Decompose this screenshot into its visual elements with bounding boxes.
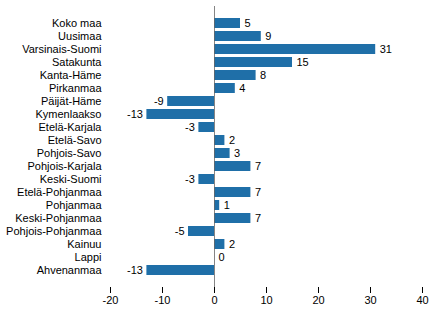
svg-text:-13: -13 — [127, 264, 143, 276]
svg-text:Etelä-Karjala: Etelä-Karjala — [39, 121, 103, 133]
svg-text:Etelä-Savo: Etelä-Savo — [48, 134, 102, 146]
svg-text:-5: -5 — [175, 225, 185, 237]
svg-text:Kymenlaakso: Kymenlaakso — [35, 108, 101, 120]
svg-text:7: 7 — [255, 212, 261, 224]
svg-text:5: 5 — [245, 17, 251, 29]
svg-text:-9: -9 — [154, 95, 164, 107]
svg-text:7: 7 — [255, 186, 261, 198]
svg-text:Pohjanmaa: Pohjanmaa — [46, 199, 103, 211]
svg-text:1: 1 — [224, 199, 230, 211]
svg-text:7: 7 — [255, 160, 261, 172]
svg-text:Etelä-Pohjanmaa: Etelä-Pohjanmaa — [17, 186, 102, 198]
svg-text:Kanta-Häme: Kanta-Häme — [40, 69, 102, 81]
svg-text:2: 2 — [229, 238, 235, 250]
svg-text:0: 0 — [219, 251, 225, 263]
svg-text:20: 20 — [312, 294, 324, 306]
svg-text:Kainuu: Kainuu — [67, 238, 101, 250]
svg-text:Lappi: Lappi — [75, 251, 102, 263]
svg-text:15: 15 — [297, 56, 309, 68]
svg-text:40: 40 — [416, 294, 428, 306]
svg-text:Koko maa: Koko maa — [52, 17, 102, 29]
svg-text:9: 9 — [265, 30, 271, 42]
svg-text:8: 8 — [260, 69, 266, 81]
svg-text:2: 2 — [229, 134, 235, 146]
svg-text:Keski-Suomi: Keski-Suomi — [40, 173, 102, 185]
svg-text:Pirkanmaa: Pirkanmaa — [49, 82, 102, 94]
svg-text:30: 30 — [364, 294, 376, 306]
svg-text:Uusimaa: Uusimaa — [58, 30, 102, 42]
svg-text:Pohjois-Pohjanmaa: Pohjois-Pohjanmaa — [6, 225, 102, 237]
svg-text:Ahvenanmaa: Ahvenanmaa — [37, 264, 103, 276]
svg-text:-10: -10 — [155, 294, 171, 306]
svg-text:-13: -13 — [127, 108, 143, 120]
svg-text:Keski-Pohjanmaa: Keski-Pohjanmaa — [15, 212, 102, 224]
svg-text:Pohjois-Karjala: Pohjois-Karjala — [28, 160, 103, 172]
svg-text:10: 10 — [260, 294, 272, 306]
svg-text:Varsinais-Suomi: Varsinais-Suomi — [22, 43, 101, 55]
svg-text:Satakunta: Satakunta — [52, 56, 102, 68]
svg-text:-3: -3 — [185, 173, 195, 185]
svg-text:-20: -20 — [103, 294, 119, 306]
svg-text:3: 3 — [234, 147, 240, 159]
svg-text:31: 31 — [380, 43, 392, 55]
svg-text:Päijät-Häme: Päijät-Häme — [41, 95, 102, 107]
svg-text:Pohjois-Savo: Pohjois-Savo — [37, 147, 102, 159]
svg-text:-3: -3 — [185, 121, 195, 133]
svg-text:0: 0 — [211, 294, 217, 306]
svg-text:4: 4 — [239, 82, 245, 94]
